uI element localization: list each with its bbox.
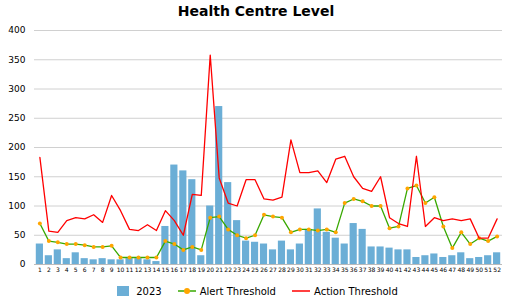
svg-text:26: 26 (260, 266, 268, 273)
svg-text:1: 1 (38, 266, 42, 273)
svg-text:2: 2 (47, 266, 51, 273)
svg-text:48: 48 (457, 266, 465, 273)
svg-text:10: 10 (117, 266, 125, 273)
svg-text:24: 24 (242, 266, 250, 273)
svg-text:44: 44 (422, 266, 430, 273)
svg-text:35: 35 (341, 266, 349, 273)
svg-text:18: 18 (188, 266, 196, 273)
svg-text:400: 400 (8, 25, 25, 35)
svg-text:23: 23 (233, 266, 241, 273)
svg-text:3: 3 (56, 266, 60, 273)
svg-text:21: 21 (215, 266, 223, 273)
svg-text:20: 20 (206, 266, 214, 273)
svg-text:100: 100 (8, 201, 25, 211)
svg-text:28: 28 (278, 266, 286, 273)
svg-text:32: 32 (314, 266, 322, 273)
svg-text:40: 40 (386, 266, 394, 273)
svg-text:31: 31 (305, 266, 313, 273)
svg-text:52: 52 (493, 266, 501, 273)
svg-text:15: 15 (162, 266, 170, 273)
svg-text:50: 50 (475, 266, 483, 273)
svg-text:43: 43 (413, 266, 421, 273)
svg-text:9: 9 (110, 266, 114, 273)
svg-text:12: 12 (135, 266, 143, 273)
svg-text:34: 34 (332, 266, 340, 273)
svg-text:37: 37 (359, 266, 367, 273)
svg-text:0: 0 (20, 259, 26, 269)
svg-text:41: 41 (395, 266, 403, 273)
svg-text:29: 29 (287, 266, 295, 273)
svg-text:36: 36 (350, 266, 358, 273)
svg-text:8: 8 (101, 266, 105, 273)
html-text:Action Threshold: Action Threshold (314, 285, 398, 297)
svg-text:30: 30 (296, 266, 304, 273)
html-text:2023: 2023 (136, 285, 162, 297)
svg-text:17: 17 (180, 266, 188, 273)
svg-text:350: 350 (8, 55, 25, 65)
svg-text:200: 200 (8, 142, 25, 152)
svg-text:7: 7 (92, 266, 96, 273)
svg-text:300: 300 (8, 84, 25, 94)
svg-text:11: 11 (126, 266, 134, 273)
svg-text:47: 47 (448, 266, 456, 273)
svg-text:16: 16 (171, 266, 179, 273)
svg-text:22: 22 (224, 266, 232, 273)
svg-text:14: 14 (153, 266, 161, 273)
svg-text:150: 150 (8, 172, 25, 182)
html-text:Alert Threshold: Alert Threshold (199, 285, 276, 297)
svg-text:13: 13 (144, 266, 152, 273)
svg-text:5: 5 (74, 266, 78, 273)
svg-text:38: 38 (368, 266, 376, 273)
svg-text:45: 45 (431, 266, 439, 273)
svg-text:49: 49 (466, 266, 474, 273)
svg-text:19: 19 (197, 266, 205, 273)
svg-text:42: 42 (404, 266, 412, 273)
html-text:Health Centre Level: Health Centre Level (177, 3, 335, 19)
svg-text:33: 33 (323, 266, 331, 273)
svg-text:50: 50 (14, 230, 26, 240)
svg-text:51: 51 (484, 266, 492, 273)
svg-text:27: 27 (269, 266, 277, 273)
svg-text:6: 6 (83, 266, 87, 273)
svg-text:250: 250 (8, 113, 25, 123)
svg-text:46: 46 (440, 266, 448, 273)
svg-text:25: 25 (251, 266, 259, 273)
svg-text:39: 39 (377, 266, 385, 273)
svg-text:4: 4 (65, 266, 69, 273)
